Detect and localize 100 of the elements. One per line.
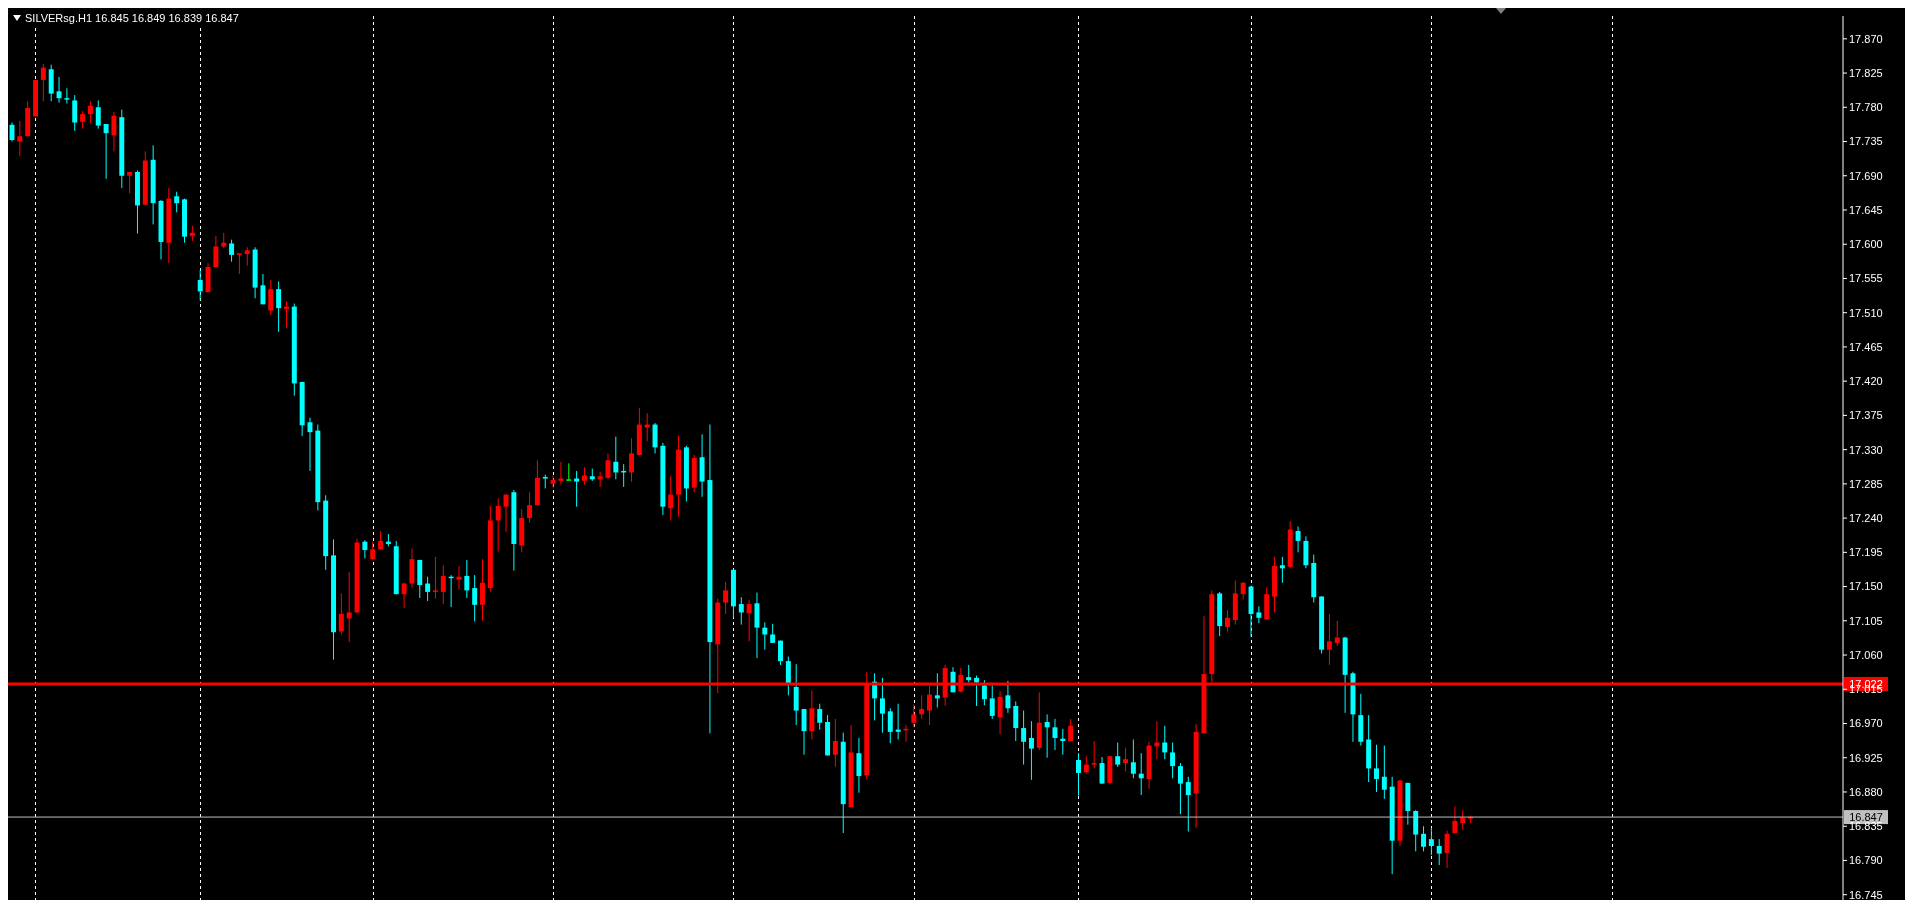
- candlestick: [1428, 827, 1434, 856]
- candlestick: [746, 599, 752, 642]
- candlestick: [1028, 720, 1034, 781]
- candlestick: [895, 703, 901, 740]
- y-tick-label: 17.195: [1849, 546, 1883, 559]
- candlestick: [1091, 740, 1097, 769]
- candlestick: [1381, 745, 1387, 800]
- candlestick: [268, 279, 274, 316]
- y-tick-label: 17.150: [1849, 580, 1883, 593]
- candlestick: [1021, 710, 1027, 766]
- y-tick-label: 17.510: [1849, 306, 1883, 319]
- candlestick: [213, 235, 219, 268]
- candlestick: [1185, 776, 1191, 833]
- candlestick: [1452, 805, 1458, 834]
- candlestick: [879, 677, 885, 734]
- candlestick: [629, 437, 634, 483]
- candlestick: [1295, 525, 1301, 553]
- candlestick: [1374, 744, 1379, 793]
- y-tick-label: 17.285: [1849, 477, 1883, 490]
- y-tick-label: 17.420: [1849, 375, 1883, 388]
- candlestick: [197, 269, 203, 302]
- y-tick-label: 17.060: [1849, 648, 1883, 661]
- candlestick: [887, 707, 893, 744]
- candlestick: [72, 94, 78, 132]
- candlestick: [1052, 718, 1058, 751]
- candlestick: [1225, 609, 1230, 632]
- candlestick: [1256, 605, 1262, 624]
- candlestick: [464, 559, 470, 599]
- candlestick: [558, 461, 564, 486]
- candlestick: [244, 246, 250, 267]
- candlestick: [856, 737, 862, 794]
- candlestick: [425, 576, 431, 602]
- candlestick: [644, 412, 650, 442]
- y-tick-label: 17.555: [1849, 272, 1883, 285]
- candlestick: [778, 640, 783, 666]
- candlestick: [370, 541, 376, 562]
- candlestick: [174, 191, 180, 213]
- y-tick-label: 16.880: [1849, 785, 1883, 798]
- candlestick: [440, 564, 446, 605]
- candlestick: [1013, 700, 1019, 742]
- candlestick: [95, 99, 101, 130]
- candlestick: [111, 111, 117, 152]
- y-tick-label: 17.735: [1849, 135, 1883, 148]
- candlestick: [480, 558, 485, 622]
- y-tick-label: 16.790: [1849, 854, 1883, 867]
- candlestick: [785, 656, 791, 696]
- candlestick: [1413, 809, 1419, 852]
- candlestick: [503, 494, 509, 533]
- y-tick-label: 17.645: [1849, 203, 1883, 216]
- candlestick: [1170, 742, 1176, 779]
- candlestick: [723, 581, 729, 615]
- y-tick-label: 17.330: [1849, 443, 1883, 456]
- candlestick: [738, 596, 744, 626]
- candlestick: [40, 63, 46, 102]
- candlestick: [346, 571, 352, 643]
- candlestick: [103, 123, 109, 180]
- candlestick: [87, 100, 93, 124]
- y-tick-label: 16.745: [1849, 888, 1883, 901]
- candlestick: [1162, 725, 1168, 760]
- candlestick: [17, 120, 23, 157]
- candlestick: [997, 690, 1003, 735]
- candlestick: [229, 239, 235, 263]
- y-tick-label: 17.240: [1849, 512, 1883, 524]
- candlestick: [801, 708, 807, 756]
- candlestick: [527, 491, 533, 524]
- y-tick-label: 17.825: [1849, 66, 1883, 79]
- candlestick: [911, 703, 917, 728]
- candlestick: [1177, 762, 1183, 815]
- candlestick: [989, 684, 995, 720]
- candlestick: [793, 663, 799, 726]
- candlestick: [1005, 680, 1011, 714]
- candlestick: [64, 87, 70, 104]
- candlestick: [1123, 747, 1129, 772]
- candlestick: [832, 718, 838, 768]
- y-tick-label: 17.465: [1849, 340, 1883, 353]
- chart-title: SILVERsg.H1 16.845 16.849 16.839 16.847: [25, 12, 239, 24]
- y-tick-label: 17.690: [1849, 169, 1883, 182]
- candlestick: [1444, 830, 1450, 869]
- y-tick-label: 17.870: [1849, 32, 1883, 45]
- y-tick-label: 17.600: [1849, 238, 1883, 251]
- candlestick: [1115, 742, 1121, 768]
- candlestick: [1130, 738, 1136, 779]
- y-tick-label: 16.970: [1849, 717, 1883, 730]
- candlestick: [1326, 613, 1332, 666]
- candlestick: [770, 623, 776, 644]
- candlestick: [401, 582, 407, 609]
- candlestick: [1421, 825, 1427, 852]
- candlestick: [56, 76, 62, 104]
- candlestick: [1460, 809, 1466, 831]
- candlestick: [432, 556, 438, 600]
- candlestick: [919, 694, 925, 720]
- candlestick: [550, 475, 556, 489]
- candlestick: [378, 530, 384, 551]
- candlestick: [613, 436, 619, 480]
- candlestick: [276, 281, 282, 333]
- y-tick-label: 17.780: [1849, 101, 1883, 114]
- candlestick: [495, 497, 501, 553]
- y-tick-label: 17.375: [1849, 409, 1883, 422]
- candlestick: [1334, 620, 1340, 647]
- candlestick: [236, 252, 242, 275]
